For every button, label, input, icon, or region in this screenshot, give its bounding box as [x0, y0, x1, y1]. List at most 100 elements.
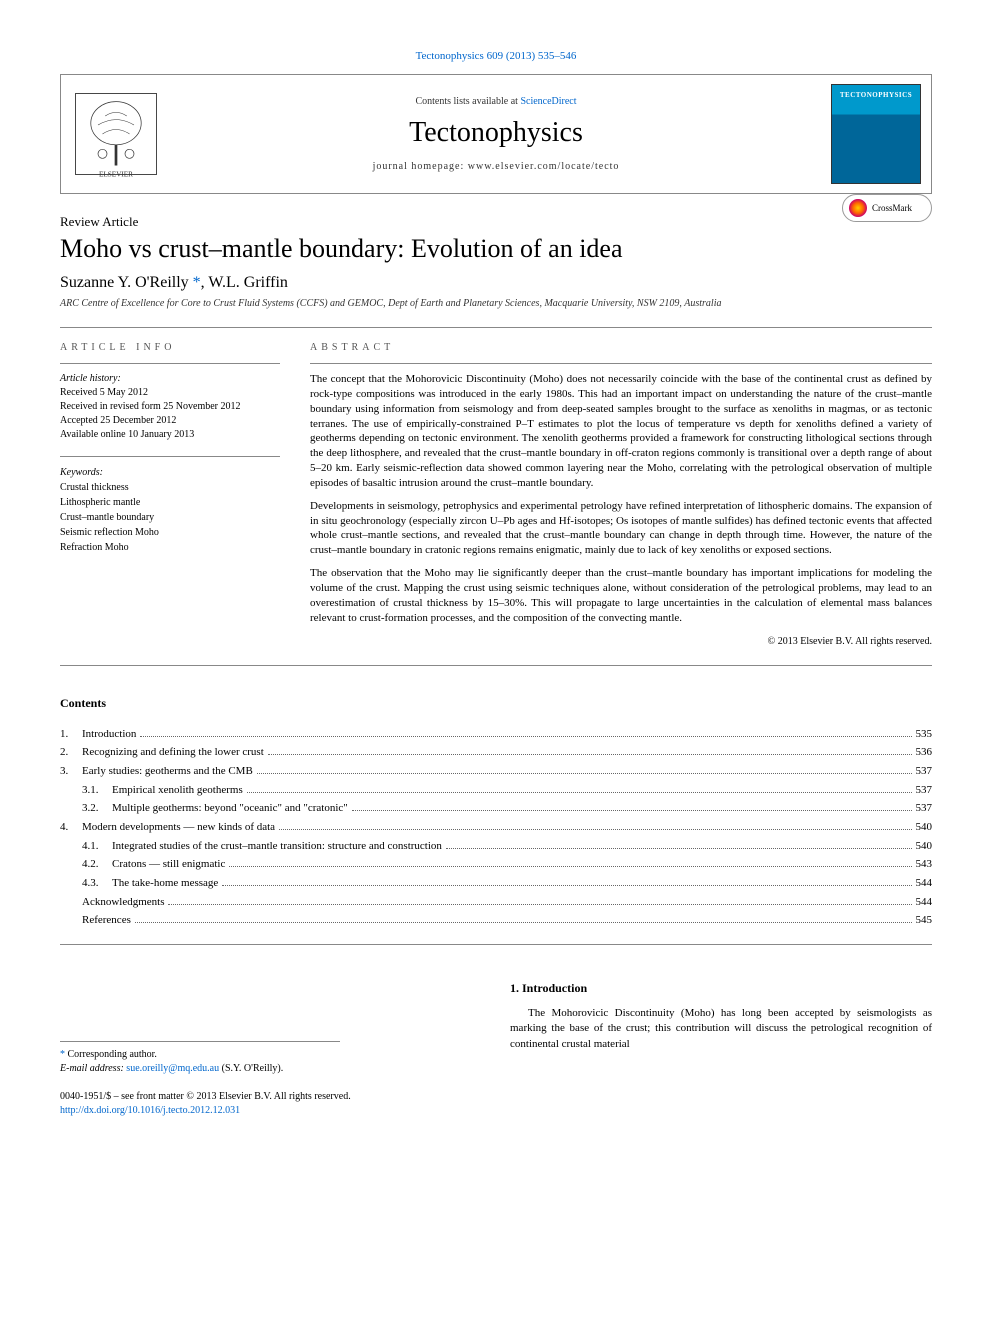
toc-title: Multiple geotherms: beyond "oceanic" and…: [112, 799, 348, 818]
toc-row[interactable]: 2.Recognizing and defining the lower cru…: [60, 743, 932, 762]
email-link[interactable]: sue.oreilly@mq.edu.au: [126, 1063, 219, 1074]
toc-page: 537: [916, 781, 933, 800]
toc-page: 540: [916, 837, 933, 856]
toc-title: Recognizing and defining the lower crust: [82, 743, 264, 762]
toc-subnum: 4.3.: [82, 874, 112, 893]
homepage-url[interactable]: www.elsevier.com/locate/tecto: [468, 161, 620, 172]
abstract-para: Developments in seismology, petrophysics…: [310, 499, 932, 558]
header-center: Contents lists available at ScienceDirec…: [171, 75, 821, 193]
divider: [310, 363, 932, 364]
toc-dots: [222, 885, 911, 886]
journal-citation[interactable]: Tectonophysics 609 (2013) 535–546: [60, 50, 932, 62]
journal-homepage: journal homepage: www.elsevier.com/locat…: [373, 161, 620, 172]
toc-page: 540: [916, 818, 933, 837]
author-name-1[interactable]: Suzanne Y. O'Reilly: [60, 274, 193, 291]
article-info-label: ARTICLE INFO: [60, 342, 280, 353]
toc-row[interactable]: 1.Introduction535: [60, 725, 932, 744]
toc-subnum: 4.1.: [82, 837, 112, 856]
page-container: Tectonophysics 609 (2013) 535–546 ELSEVI…: [0, 0, 992, 1158]
toc-page: 537: [916, 799, 933, 818]
divider: [60, 363, 280, 364]
divider: [60, 944, 932, 945]
divider: [60, 456, 280, 457]
homepage-prefix: journal homepage:: [373, 161, 468, 172]
toc-page: 543: [916, 855, 933, 874]
footnote-column: * Corresponding author. E-mail address: …: [60, 981, 480, 1118]
sciencedirect-link[interactable]: ScienceDirect: [520, 96, 576, 107]
corresponding-footnote: * Corresponding author. E-mail address: …: [60, 1041, 340, 1076]
toc-num: 2.: [60, 743, 82, 762]
front-matter-line: 0040-1951/$ – see front matter © 2013 El…: [60, 1090, 480, 1104]
contents-prefix: Contents lists available at: [415, 96, 520, 107]
keyword: Refraction Moho: [60, 540, 280, 555]
toc-num: 3.: [60, 762, 82, 781]
toc-page: 545: [916, 911, 933, 930]
toc-dots: [352, 810, 912, 811]
toc-dots: [268, 754, 912, 755]
toc-num: 4.: [60, 818, 82, 837]
keywords-label: Keywords:: [60, 465, 280, 480]
keyword: Crustal thickness: [60, 480, 280, 495]
toc-title: Integrated studies of the crust–mantle t…: [112, 837, 442, 856]
cover-image: TECTONOPHYSICS: [831, 84, 921, 184]
keyword: Crust–mantle boundary: [60, 510, 280, 525]
toc-row[interactable]: 4.2.Cratons — still enigmatic 543: [60, 855, 932, 874]
toc-row[interactable]: 4.3.The take-home message 544: [60, 874, 932, 893]
crossmark-badge[interactable]: CrossMark: [842, 194, 932, 222]
intro-heading: 1. Introduction: [510, 981, 932, 996]
toc-page: 544: [916, 874, 933, 893]
intro-column: 1. Introduction The Mohorovicic Disconti…: [510, 981, 932, 1118]
toc-title: The take-home message: [112, 874, 218, 893]
corresponding-star[interactable]: *: [193, 274, 201, 291]
article-history: Article history: Received 5 May 2012 Rec…: [60, 372, 280, 442]
toc-subnum: 4.2.: [82, 855, 112, 874]
article-info-column: ARTICLE INFO Article history: Received 5…: [60, 342, 280, 647]
authors: Suzanne Y. O'Reilly *, W.L. Griffin: [60, 274, 932, 292]
abstract-text: The concept that the Mohorovicic Discont…: [310, 372, 932, 626]
toc-row[interactable]: 3.2.Multiple geotherms: beyond "oceanic"…: [60, 799, 932, 818]
toc-row[interactable]: 3.Early studies: geotherms and the CMB53…: [60, 762, 932, 781]
history-line: Available online 10 January 2013: [60, 428, 280, 442]
toc-dots: [247, 792, 912, 793]
abstract-label: ABSTRACT: [310, 342, 932, 353]
intro-section: * Corresponding author. E-mail address: …: [60, 981, 932, 1118]
toc-title: Cratons — still enigmatic: [112, 855, 225, 874]
elsevier-tree-icon: ELSEVIER: [71, 89, 161, 179]
copyright: © 2013 Elsevier B.V. All rights reserved…: [310, 636, 932, 647]
toc-row[interactable]: Acknowledgments544: [60, 893, 932, 912]
corresponding-text: Corresponding author.: [65, 1049, 157, 1060]
toc-title: Early studies: geotherms and the CMB: [82, 762, 253, 781]
toc-title: Introduction: [82, 725, 136, 744]
toc-row[interactable]: 4.1.Integrated studies of the crust–mant…: [60, 837, 932, 856]
crossmark-label: CrossMark: [872, 203, 912, 213]
toc-title: Empirical xenolith geotherms: [112, 781, 243, 800]
toc-dots: [446, 848, 912, 849]
abstract-para: The concept that the Mohorovicic Discont…: [310, 372, 932, 491]
toc-page: 536: [916, 743, 933, 762]
toc-row[interactable]: 3.1.Empirical xenolith geotherms 537: [60, 781, 932, 800]
toc-row[interactable]: References545: [60, 911, 932, 930]
abstract-column: ABSTRACT The concept that the Mohorovici…: [310, 342, 932, 647]
toc-subnum: 3.1.: [82, 781, 112, 800]
history-line: Accepted 25 December 2012: [60, 414, 280, 428]
divider: [60, 665, 932, 666]
contents-section: Contents 1.Introduction5352.Recognizing …: [60, 696, 932, 931]
journal-cover[interactable]: TECTONOPHYSICS: [821, 75, 931, 193]
author-name-2[interactable]: , W.L. Griffin: [201, 274, 288, 291]
elsevier-logo[interactable]: ELSEVIER: [61, 75, 171, 193]
email-suffix: (S.Y. O'Reilly).: [219, 1063, 283, 1074]
keyword: Seismic reflection Moho: [60, 525, 280, 540]
intro-text: The Mohorovicic Discontinuity (Moho) has…: [510, 1006, 932, 1052]
cover-title: TECTONOPHYSICS: [832, 91, 920, 99]
abstract-para: The observation that the Moho may lie si…: [310, 566, 932, 625]
doi-link[interactable]: http://dx.doi.org/10.1016/j.tecto.2012.1…: [60, 1105, 240, 1116]
toc-title: Modern developments — new kinds of data: [82, 818, 275, 837]
email-label: E-mail address:: [60, 1063, 126, 1074]
toc-row[interactable]: 4.Modern developments — new kinds of dat…: [60, 818, 932, 837]
toc-subnum: 3.2.: [82, 799, 112, 818]
info-abstract-row: ARTICLE INFO Article history: Received 5…: [60, 342, 932, 647]
table-of-contents: 1.Introduction5352.Recognizing and defin…: [60, 725, 932, 931]
toc-page: 535: [916, 725, 933, 744]
article-header: Review Article CrossMark Moho vs crust–m…: [60, 214, 932, 309]
toc-dots: [229, 866, 911, 867]
